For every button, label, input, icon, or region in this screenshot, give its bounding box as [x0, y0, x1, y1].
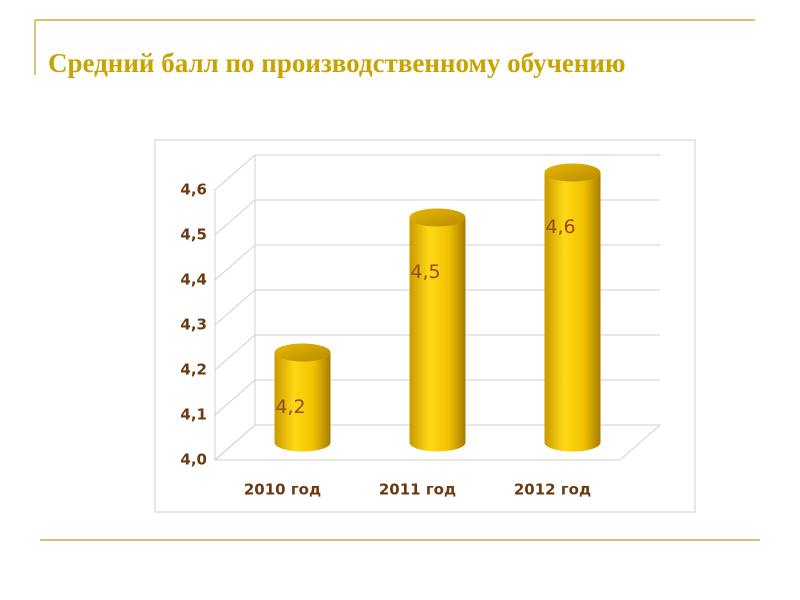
grid-line [214, 244, 660, 281]
y-tick-label: 4,5 [180, 226, 207, 244]
y-tick-label: 4,2 [180, 361, 207, 379]
y-tick-label: 4,1 [180, 406, 207, 424]
grid-line [214, 424, 660, 461]
cylinder-body [544, 172, 601, 452]
y-tick-label: 4,3 [180, 316, 207, 334]
grid-line [214, 154, 660, 191]
x-tick-label: 2010 год [244, 481, 321, 499]
grid-line [214, 199, 660, 236]
slide-title: Средний балл по производственному обучен… [48, 48, 626, 78]
x-tick-label: 2012 год [514, 481, 591, 499]
plot: 4,0 4,1 4,2 4,3 4,4 4,5 4,6 2010 год 4,2 2011 год… [180, 154, 662, 499]
data-label: 4,5 [410, 261, 440, 283]
x-tick-label: 2011 год [379, 481, 456, 499]
cylinder-top [409, 208, 466, 227]
y-tick-label: 4,0 [180, 451, 207, 469]
y-tick-label: 4,6 [180, 181, 207, 199]
grid-line [214, 334, 660, 371]
grid-line [214, 289, 660, 326]
data-label: 4,2 [275, 396, 305, 418]
y-tick-label: 4,4 [180, 271, 207, 289]
cylinder-body [409, 217, 466, 452]
cylinder-top [274, 343, 331, 362]
data-label: 4,6 [545, 216, 575, 238]
grid-line [214, 379, 660, 416]
cylinder-top [544, 163, 601, 182]
cylinder-body [274, 352, 331, 452]
